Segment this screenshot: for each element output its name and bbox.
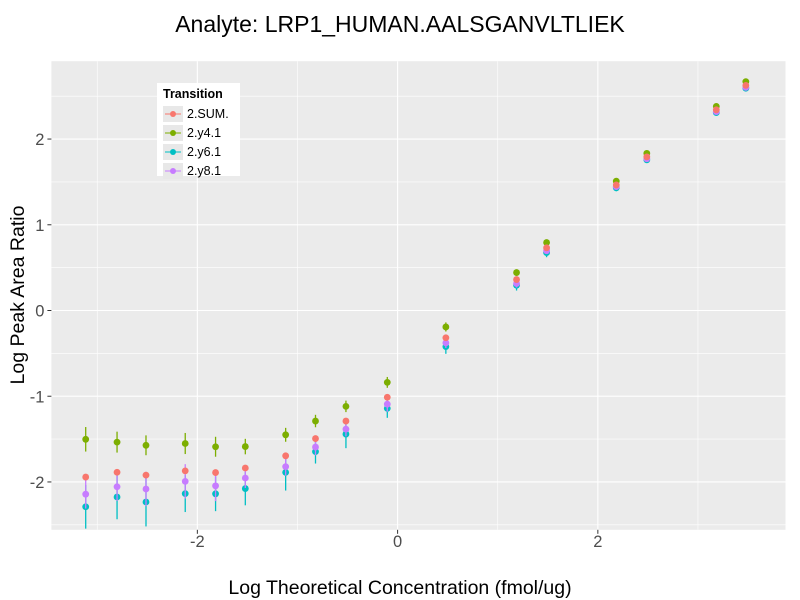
svg-text:-1: -1 bbox=[30, 388, 45, 406]
svg-text:0: 0 bbox=[35, 303, 44, 321]
svg-text:-2: -2 bbox=[30, 474, 45, 492]
svg-text:2: 2 bbox=[593, 533, 602, 551]
svg-text:-2: -2 bbox=[190, 533, 205, 551]
svg-text:2: 2 bbox=[35, 131, 44, 149]
svg-text:1: 1 bbox=[35, 217, 44, 235]
svg-text:0: 0 bbox=[393, 533, 402, 551]
